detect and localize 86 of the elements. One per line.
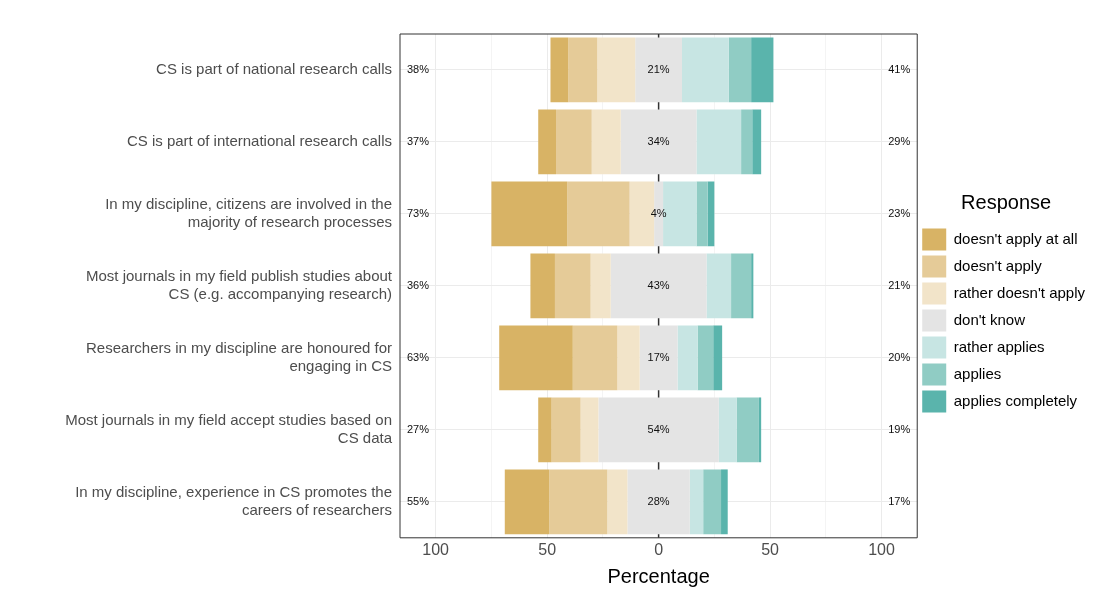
x-tick-label: 0	[654, 540, 664, 558]
bar	[556, 109, 592, 175]
data-label: 43%	[647, 278, 670, 291]
data-label: 21%	[647, 63, 670, 76]
bar	[580, 397, 599, 463]
legend-label: applies completely	[953, 391, 1078, 409]
bar	[491, 181, 568, 247]
data-label: 54%	[647, 422, 670, 435]
legend-title: Response	[961, 191, 1052, 214]
bar	[639, 325, 678, 391]
bar	[721, 469, 728, 535]
x-tick-label: 50	[538, 540, 557, 558]
bar	[627, 469, 690, 535]
bar	[696, 109, 742, 175]
annotation: 17%	[888, 494, 911, 507]
data-label: 28%	[647, 494, 670, 507]
annotation: 20%	[888, 350, 911, 363]
annotation: 23%	[888, 206, 911, 219]
x-axis-title: Percentage	[607, 564, 710, 587]
bar	[706, 253, 732, 319]
annotation: 27%	[406, 422, 430, 435]
bar	[550, 37, 569, 103]
bar	[758, 397, 762, 463]
annotation: 21%	[888, 278, 911, 291]
y-tick-label: Researchers in my discipline are honoured for engaging in CS	[86, 339, 392, 375]
bar	[504, 469, 550, 535]
data-label: 17%	[647, 350, 670, 363]
bar	[554, 253, 591, 319]
y-tick-label: Most journals in my field publish studies about CS (e.g. accompanying research)	[86, 267, 393, 303]
bar	[591, 109, 621, 175]
bar	[713, 325, 723, 391]
bar	[499, 325, 573, 391]
legend-label: applies	[953, 364, 1002, 382]
bar	[620, 109, 697, 175]
y-tick-label: CS is part of international research calls	[126, 132, 392, 150]
annotation: 38%	[406, 63, 430, 76]
legend-label: doesn't apply at all	[953, 229, 1078, 247]
bar	[677, 325, 698, 391]
bar	[610, 253, 707, 319]
annotation: 41%	[888, 63, 911, 76]
y-tick-label: CS is part of national research calls	[156, 60, 392, 78]
bar	[703, 469, 722, 535]
bar	[741, 109, 753, 175]
bar	[617, 325, 640, 391]
y-tick-label: In my discipline, experience in CS promotes the careers of researchers	[75, 482, 392, 518]
legend-label: rather doesn't apply	[953, 283, 1086, 301]
data-label: 34%	[647, 134, 670, 147]
bar	[568, 37, 598, 103]
bar	[682, 37, 729, 103]
x-tick-label: 100	[422, 540, 450, 558]
bar	[697, 325, 714, 391]
bar	[718, 397, 737, 463]
bar	[689, 469, 704, 535]
bar	[752, 109, 762, 175]
annotation: 37%	[406, 134, 430, 147]
x-tick-label: 50	[761, 540, 780, 558]
bar	[598, 397, 719, 463]
bar	[597, 37, 636, 103]
annotation: 19%	[888, 422, 911, 435]
annotation: 63%	[406, 350, 430, 363]
annotation: 36%	[406, 278, 430, 291]
bar	[590, 253, 611, 319]
bar	[728, 37, 752, 103]
bar	[551, 397, 581, 463]
bar	[731, 253, 752, 319]
bar	[530, 253, 555, 319]
legend-label: don't know	[953, 310, 1026, 328]
annotation: 73%	[406, 206, 430, 219]
bar	[696, 181, 708, 247]
bar	[751, 37, 774, 103]
data-label: 4%	[650, 206, 667, 219]
y-tick-label: In my discipline, citizens are involved in the majority of research processes	[105, 195, 392, 231]
y-tick-label: Most journals in my field accept studies based on CS data	[65, 410, 393, 446]
bar	[635, 37, 683, 103]
bar	[538, 109, 557, 175]
legend-label: rather applies	[953, 337, 1045, 355]
legend-label: doesn't apply	[953, 256, 1043, 274]
annotation: 55%	[406, 494, 430, 507]
bar	[549, 469, 608, 535]
bar	[572, 325, 618, 391]
annotation: 29%	[888, 134, 911, 147]
x-tick-label: 100	[868, 540, 895, 558]
bar	[607, 469, 628, 535]
bar	[736, 397, 759, 463]
bar	[567, 181, 630, 247]
bar	[538, 397, 552, 463]
